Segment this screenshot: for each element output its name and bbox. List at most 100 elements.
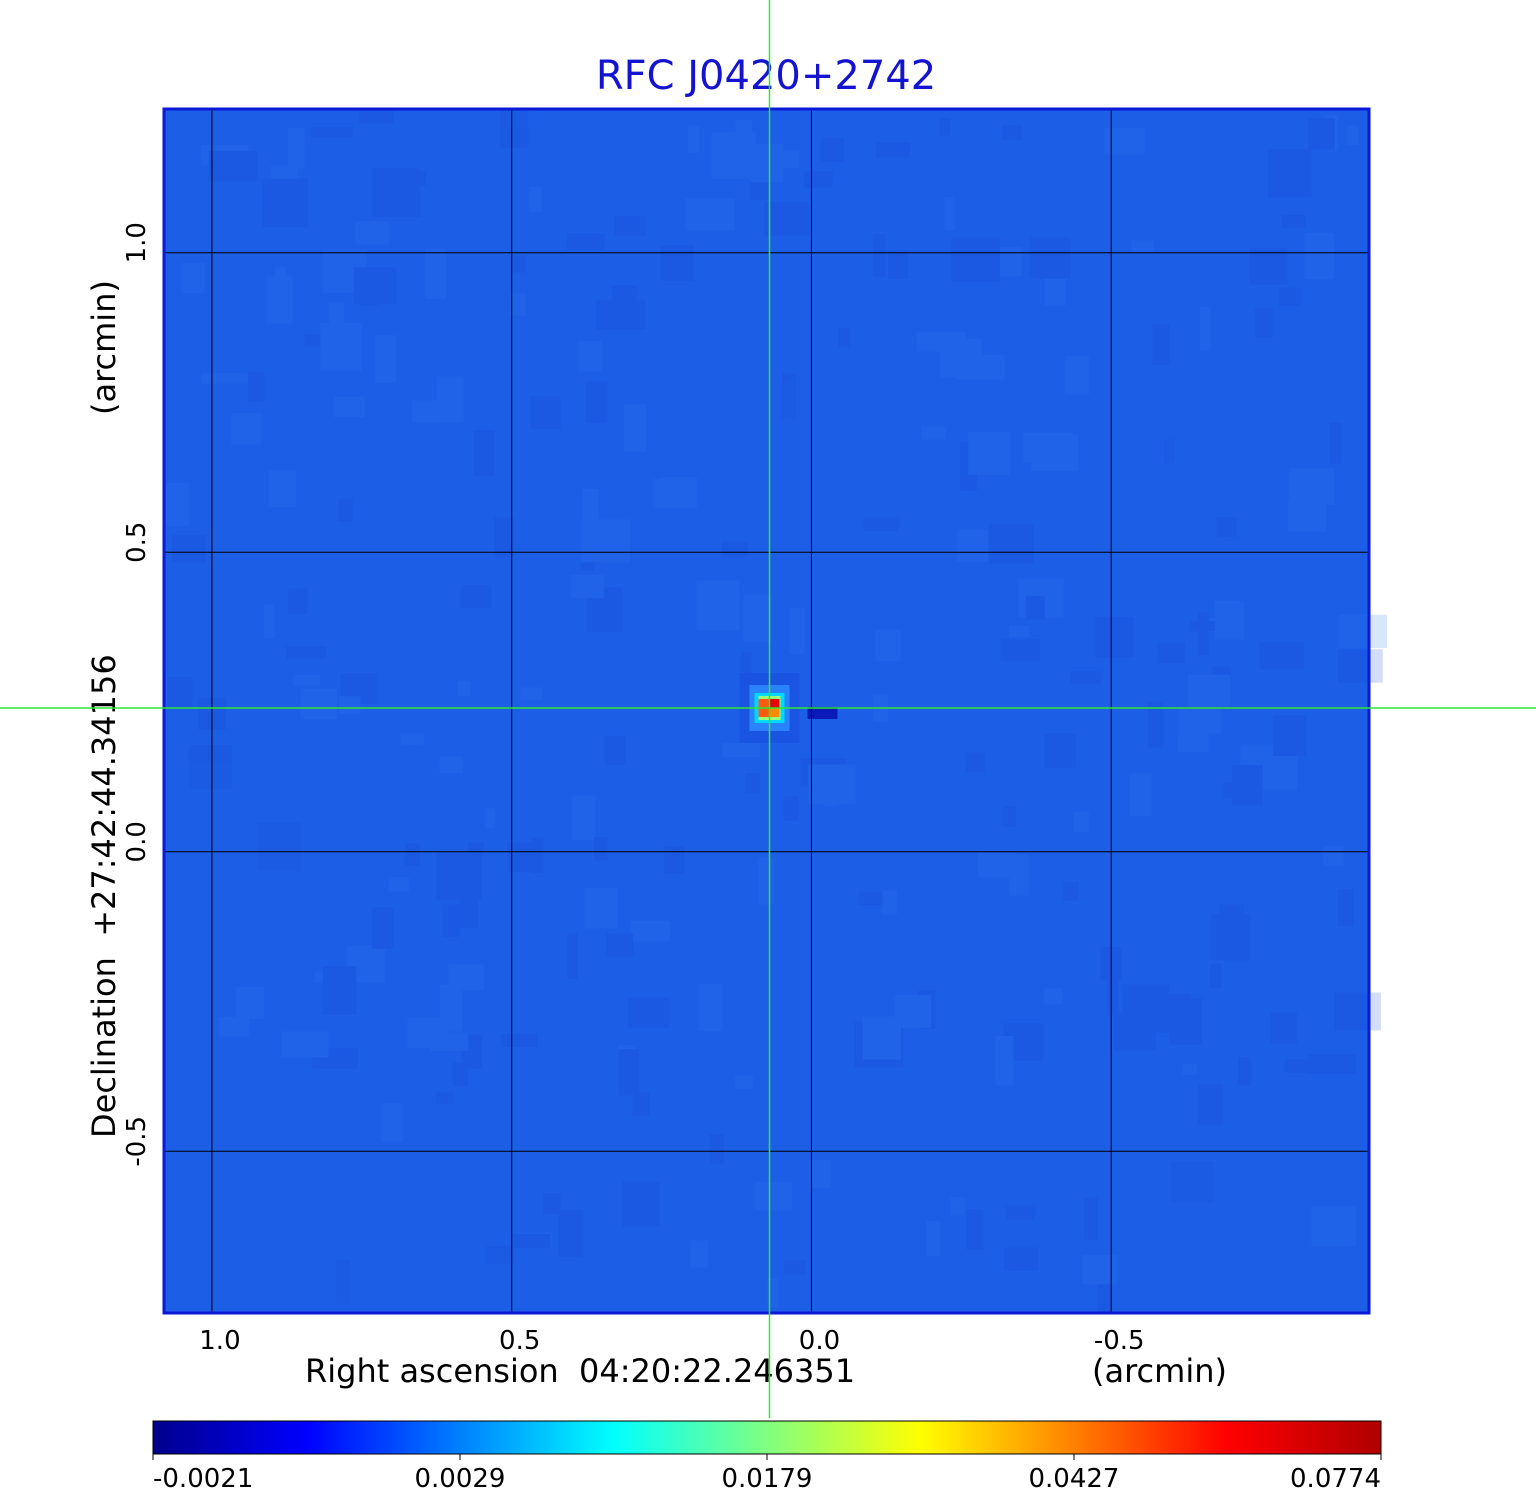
noise-patch — [1311, 1206, 1356, 1247]
noise-patch — [1097, 1282, 1112, 1312]
noise-patch — [405, 843, 421, 866]
noise-patch — [632, 1091, 650, 1116]
noise-patch — [1272, 715, 1307, 757]
noise-patch — [1003, 1023, 1044, 1061]
noise-patch — [743, 594, 773, 643]
noise-patch — [1005, 1205, 1035, 1220]
noise-patch — [425, 249, 446, 299]
y-tick-label: 0.5 — [122, 522, 152, 563]
noise-patch — [618, 1045, 636, 1088]
noise-patch — [361, 284, 378, 306]
noise-patch — [293, 674, 320, 686]
noise-patch — [749, 170, 771, 201]
noise-patch — [921, 426, 946, 440]
noise-patch — [804, 171, 833, 188]
noise-patch — [1107, 979, 1119, 1016]
noise-patch — [764, 202, 810, 236]
noise-patch — [1213, 601, 1244, 640]
noise-patch — [167, 676, 193, 710]
noise-patch — [1113, 1012, 1156, 1051]
noise-patch — [510, 1234, 551, 1248]
grid — [164, 109, 1369, 1313]
noise-patch — [1178, 706, 1221, 734]
noise-patch — [520, 687, 543, 701]
noise-patch — [529, 187, 542, 213]
noise-patch — [1248, 754, 1298, 790]
noise-patch — [336, 1260, 350, 1304]
noise-patch — [339, 696, 361, 714]
noise-patch — [581, 488, 599, 536]
noise-patch — [380, 170, 426, 186]
noise-patch — [571, 574, 604, 599]
noise-patch — [355, 221, 389, 245]
x-tick-label: -0.5 — [1094, 1326, 1145, 1356]
noise-patch — [448, 964, 484, 991]
noise-patch — [338, 498, 353, 522]
noise-patch — [571, 795, 596, 841]
plot-area — [162, 107, 1388, 1315]
noise-patch — [1254, 307, 1273, 338]
noise-patch — [1002, 124, 1022, 140]
noise-patch — [1279, 287, 1301, 306]
noise-patch — [578, 341, 603, 372]
noise-patch — [1197, 611, 1209, 656]
x-axis-label: Right ascension 04:20:22.246351 — [305, 1352, 855, 1390]
source-peak-pixel — [769, 699, 780, 709]
noise-patch — [507, 842, 540, 872]
noise-patch — [1073, 811, 1089, 832]
noise-patch — [248, 371, 265, 403]
noise-patch — [340, 673, 377, 705]
noise-patch — [773, 150, 800, 169]
noise-patch — [789, 608, 805, 655]
noise-patch — [333, 396, 365, 418]
noise-patch — [275, 267, 286, 308]
noise-patch — [810, 1159, 831, 1189]
noise-patch — [322, 966, 357, 1015]
noise-patch — [558, 1209, 584, 1257]
noise-patch — [1004, 1247, 1039, 1271]
noise-patch — [1070, 671, 1101, 685]
colorbar: -0.0021 0.0029 0.0179 0.0427 0.0774 — [152, 1420, 1382, 1494]
noise-patch — [1044, 733, 1076, 768]
noise-patch — [1304, 233, 1334, 279]
noise-patch — [322, 250, 367, 293]
x-tick-label: 1.0 — [199, 1326, 240, 1356]
noise-patch — [623, 404, 647, 452]
noise-patch — [262, 189, 280, 213]
noise-patch — [1200, 306, 1211, 351]
noise-patch — [1281, 214, 1306, 229]
noise-patch — [320, 323, 363, 371]
noise-patch — [436, 376, 464, 422]
noise-patch — [407, 1018, 444, 1049]
noise-patch — [372, 168, 421, 218]
noise-patch — [854, 1021, 904, 1068]
noise-patch — [1018, 578, 1064, 618]
noise-patch — [606, 933, 634, 958]
noise-patch — [1095, 616, 1134, 658]
noise-patch — [580, 519, 630, 563]
noise-patch — [767, 1278, 779, 1308]
noise-patch — [750, 143, 783, 183]
noise-patch — [1288, 468, 1335, 506]
noise-patch — [944, 197, 955, 231]
noise-patch — [1171, 1161, 1215, 1203]
noise-patch — [509, 293, 526, 316]
noise-patch — [741, 651, 752, 687]
noise-patch — [436, 852, 482, 901]
noise-patch — [688, 125, 700, 153]
noise-patch — [461, 585, 492, 609]
noise-patch — [940, 338, 982, 378]
noise-patch — [300, 688, 338, 719]
noise-patch — [781, 373, 796, 419]
noise-patch — [1216, 516, 1237, 537]
noise-patch — [858, 891, 889, 906]
noise-patch — [709, 1133, 724, 1164]
noise-patch — [518, 1232, 552, 1249]
noise-patch — [593, 836, 608, 861]
noise-patch — [486, 1246, 514, 1264]
noise-patch — [484, 808, 496, 828]
noise-patch — [511, 255, 526, 273]
noise-patch — [1182, 1064, 1197, 1075]
chart-title: RFC J0420+2742 — [596, 53, 936, 99]
noise-patch — [439, 756, 463, 773]
